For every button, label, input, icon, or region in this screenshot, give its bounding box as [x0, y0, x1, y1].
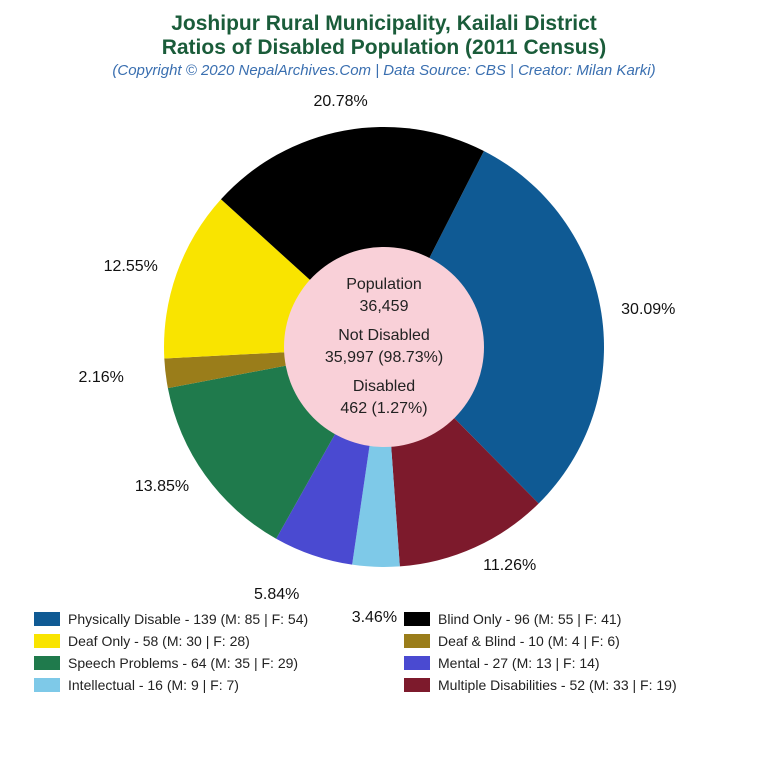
legend-item-6: Intellectual - 16 (M: 9 | F: 7) [34, 677, 364, 693]
legend-text: Multiple Disabilities - 52 (M: 33 | F: 1… [438, 677, 677, 693]
center-pop-label: Population [325, 274, 443, 296]
slice-label-physical: 30.09% [621, 301, 675, 319]
legend-swatch [34, 678, 60, 692]
legend-swatch [404, 656, 430, 670]
center-notdis-label: Not Disabled [325, 325, 443, 347]
slice-label-deafblind: 2.16% [79, 369, 124, 387]
legend-text: Deaf & Blind - 10 (M: 4 | F: 6) [438, 633, 620, 649]
pie-chart: Population 36,459 Not Disabled 35,997 (9… [104, 87, 664, 607]
legend-text: Deaf Only - 58 (M: 30 | F: 28) [68, 633, 250, 649]
center-notdis-value: 35,997 (98.73%) [325, 347, 443, 369]
title-line2: Ratios of Disabled Population (2011 Cens… [162, 36, 607, 60]
legend-text: Physically Disable - 139 (M: 85 | F: 54) [68, 611, 308, 627]
slice-label-speech: 13.85% [135, 478, 189, 496]
slice-label-multiple: 11.26% [483, 557, 536, 575]
slice-label-blind: 20.78% [314, 93, 368, 111]
legend-text: Intellectual - 16 (M: 9 | F: 7) [68, 677, 239, 693]
center-dis-value: 462 (1.27%) [325, 398, 443, 420]
legend-item-3: Deaf & Blind - 10 (M: 4 | F: 6) [404, 633, 734, 649]
legend-swatch [404, 678, 430, 692]
center-dis-label: Disabled [325, 377, 443, 399]
legend-swatch [34, 656, 60, 670]
legend-text: Mental - 27 (M: 13 | F: 14) [438, 655, 600, 671]
center-pop-value: 36,459 [325, 296, 443, 318]
slice-label-deaf: 12.55% [104, 258, 158, 276]
slice-label-intellect: 3.46% [352, 609, 397, 627]
legend-text: Blind Only - 96 (M: 55 | F: 41) [438, 611, 621, 627]
center-summary: Population 36,459 Not Disabled 35,997 (9… [325, 266, 443, 428]
title-line1: Joshipur Rural Municipality, Kailali Dis… [171, 12, 597, 36]
legend-swatch [404, 634, 430, 648]
legend-swatch [34, 612, 60, 626]
legend-item-1: Blind Only - 96 (M: 55 | F: 41) [404, 611, 734, 627]
legend-swatch [404, 612, 430, 626]
slice-label-mental: 5.84% [254, 586, 299, 604]
subtitle: (Copyright © 2020 NepalArchives.Com | Da… [112, 62, 655, 79]
legend-text: Speech Problems - 64 (M: 35 | F: 29) [68, 655, 298, 671]
legend-item-0: Physically Disable - 139 (M: 85 | F: 54) [34, 611, 364, 627]
legend-swatch [34, 634, 60, 648]
legend-item-5: Mental - 27 (M: 13 | F: 14) [404, 655, 734, 671]
legend-item-7: Multiple Disabilities - 52 (M: 33 | F: 1… [404, 677, 734, 693]
legend-item-4: Speech Problems - 64 (M: 35 | F: 29) [34, 655, 364, 671]
legend-item-2: Deaf Only - 58 (M: 30 | F: 28) [34, 633, 364, 649]
